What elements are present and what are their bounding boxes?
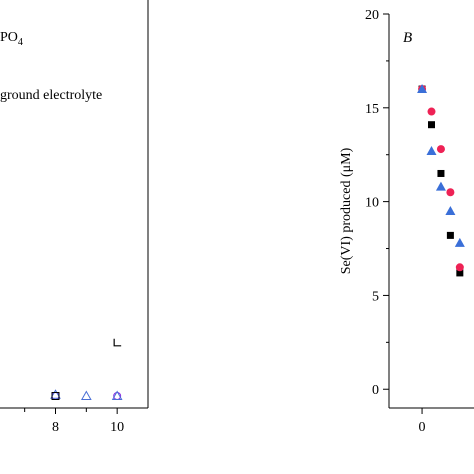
panel-b-y-tick-label: 10 (365, 196, 379, 211)
panel-b-point (436, 145, 445, 154)
panel-b-y-tick-label: 20 (365, 8, 379, 23)
panel-b-point (427, 107, 436, 116)
panel-b-y-tick-label: 0 (372, 383, 379, 398)
panel-b-point (446, 231, 454, 239)
panel-a: PO4 ground electrolyte 8 10 (0, 0, 149, 435)
panel-b-point (446, 188, 455, 197)
panel-b-point (428, 121, 435, 129)
panel-b-points (417, 84, 465, 277)
panel-a-point (51, 392, 60, 400)
panel-a-point (50, 389, 61, 399)
panel-a-legend-formula: PO4 (0, 30, 23, 48)
panel-a-point (80, 390, 92, 400)
panel-b-point (426, 145, 437, 155)
panel-b-y-axis-label: Se(VI) produced (μM) (339, 147, 354, 274)
panel-b-x-tick-label: 0 (419, 420, 426, 435)
panel-a-x-tick-label: 10 (110, 420, 124, 435)
panel-b-point (445, 206, 456, 215)
panel-b: B Se(VI) produced (μM) 0 5 10 15 20 0 (339, 8, 474, 435)
panel-b-label: B (403, 30, 412, 46)
panel-b-y-tick-label: 5 (372, 289, 379, 304)
panel-b-point (455, 263, 464, 272)
panel-a-ticks: 8 10 (24, 408, 124, 435)
panel-b-ticks: 0 5 10 15 20 0 (365, 8, 426, 435)
panel-b-point (456, 269, 464, 277)
panel-a-legend-background-text: ground electrolyte (0, 88, 102, 103)
panel-b-point (417, 84, 428, 94)
panel-b-y-tick-label: 15 (365, 102, 379, 117)
panel-b-point (454, 237, 465, 247)
panel-a-point (113, 338, 122, 347)
panel-a-points (50, 338, 123, 400)
panel-b-point (437, 169, 445, 177)
panel-a-point (111, 390, 123, 400)
panel-a-x-tick-label: 8 (52, 420, 59, 435)
panel-b-point (435, 181, 446, 191)
